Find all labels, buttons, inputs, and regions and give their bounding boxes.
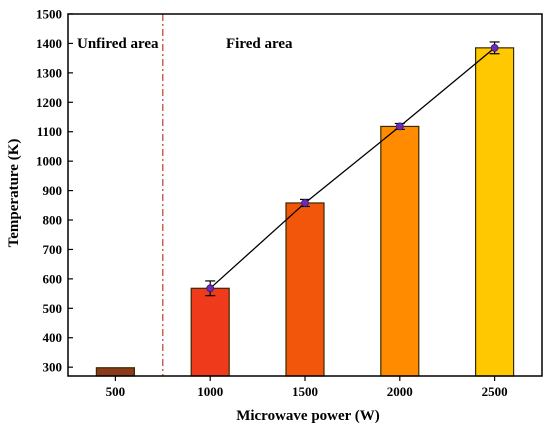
- x-tick-label-2000: 2000: [387, 384, 413, 399]
- annotation-unfired: Unfired area: [77, 36, 159, 52]
- y-tick-label-700: 700: [43, 242, 63, 257]
- x-tick-label-500: 500: [106, 384, 126, 399]
- y-tick-label-1400: 1400: [36, 36, 62, 51]
- bar-2000: [380, 125, 420, 377]
- y-tick-label-400: 400: [43, 330, 63, 345]
- y-axis: 300 400 500 600 700 800 900 1000 1100 1200 1300 140…: [36, 7, 73, 375]
- trend-line: [209, 47, 496, 289]
- y-tick-label-300: 300: [43, 360, 63, 375]
- x-tick-label-1000: 1000: [197, 384, 223, 399]
- bar-1000: [190, 287, 230, 377]
- y-axis-title: Temperature (K): [6, 139, 22, 248]
- y-tick-label-800: 800: [43, 213, 63, 228]
- y-tick-label-1100: 1100: [37, 124, 62, 139]
- bar-2500: [475, 47, 515, 377]
- y-tick-label-1300: 1300: [36, 65, 62, 80]
- y-tick-label-600: 600: [43, 271, 63, 286]
- y-tick-label-1500: 1500: [36, 7, 62, 22]
- bar-1500: [285, 202, 325, 377]
- x-tick-label-2500: 2500: [482, 384, 508, 399]
- y-tick-label-1200: 1200: [36, 95, 62, 110]
- annotation-fired: Fired area: [226, 36, 293, 52]
- y-tick-label-500: 500: [43, 301, 63, 316]
- marker-2500: [490, 43, 499, 52]
- x-axis-title: Microwave power (W): [236, 408, 380, 424]
- x-tick-label-1500: 1500: [292, 384, 318, 399]
- marker-1500: [301, 199, 309, 207]
- x-axis: 500 1000 1500 2000 2500: [106, 376, 508, 399]
- y-tick-label-900: 900: [43, 183, 63, 198]
- y-tick-label-1000: 1000: [36, 154, 62, 169]
- marker-2000: [395, 122, 404, 131]
- bar-500: [95, 367, 136, 377]
- marker-1000: [206, 284, 215, 293]
- trend-line-group: [205, 41, 500, 297]
- bars-group: [95, 47, 515, 377]
